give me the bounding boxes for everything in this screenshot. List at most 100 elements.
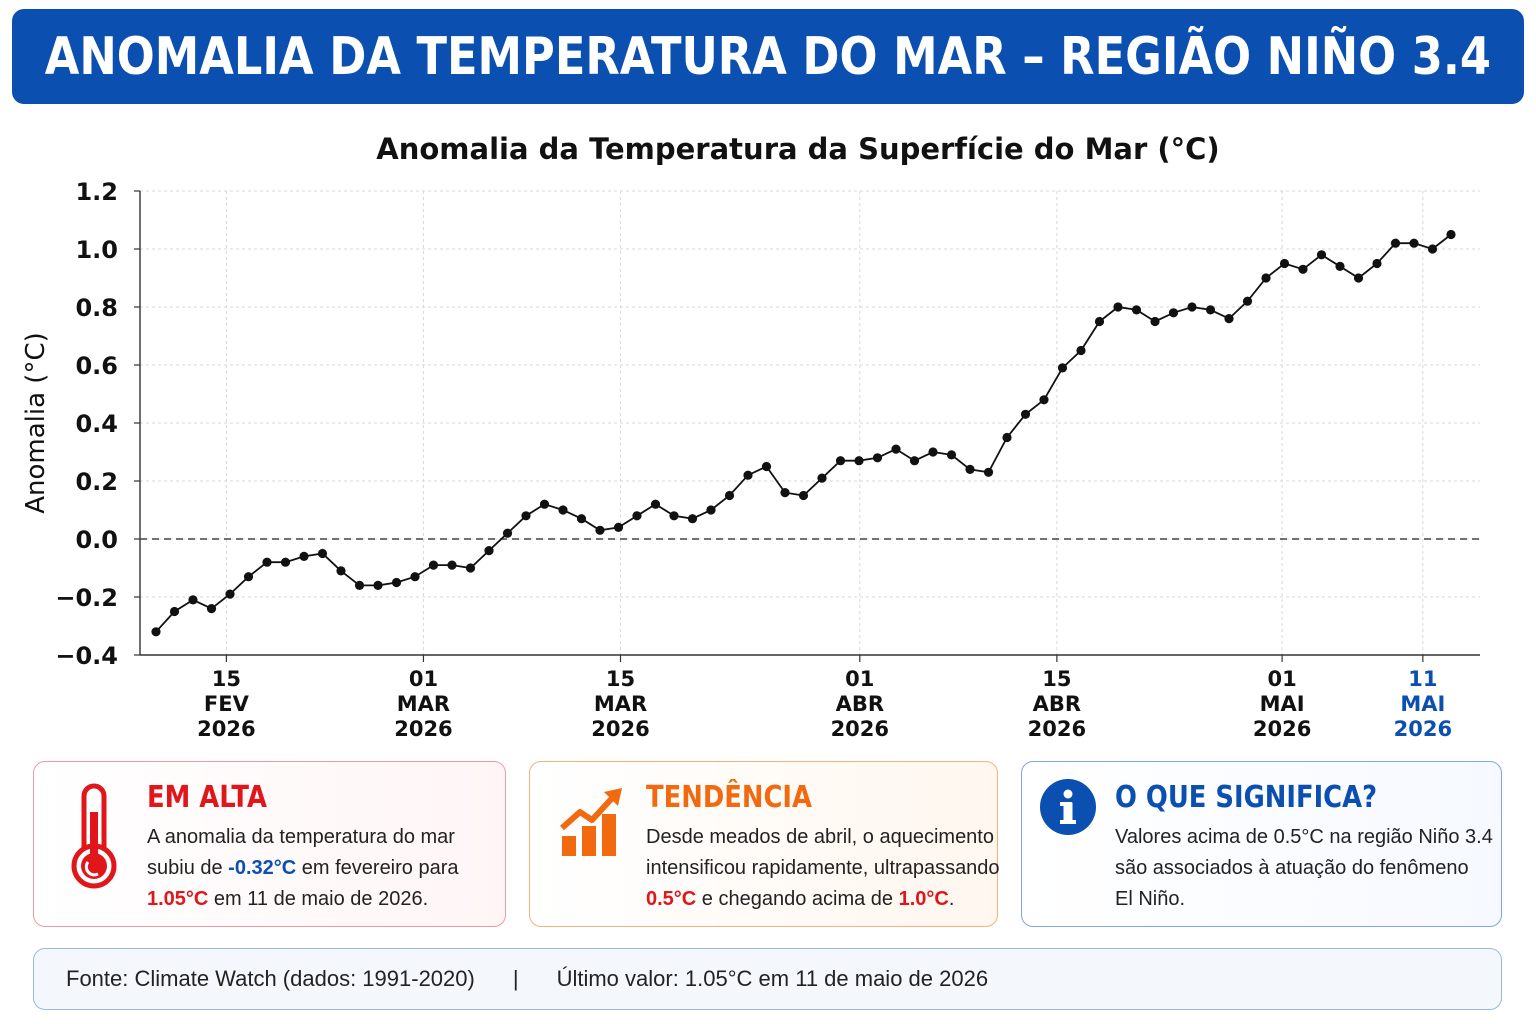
data-point	[669, 511, 679, 521]
card-em-alta-text: A anomalia da temperatura do mar subiu d…	[147, 826, 459, 910]
page-title: ANOMALIA DA TEMPERATURA DO MAR – REGIÃO …	[44, 26, 1492, 87]
data-point	[798, 490, 809, 501]
x-tick-label-day: 01	[845, 667, 874, 691]
data-point	[1298, 264, 1308, 274]
data-point	[1446, 229, 1456, 240]
data-point	[1057, 363, 1068, 373]
x-tick-label-year: 2026	[1394, 717, 1452, 741]
y-tick-label: 0.0	[75, 526, 118, 554]
data-point	[780, 488, 790, 498]
data-point	[317, 548, 328, 559]
x-tick-label-day: 15	[212, 667, 241, 691]
x-tick-label-day: 01	[409, 667, 438, 691]
card-o-que-significa: O QUE SIGNIFICA? Valores acima de 0.5°C …	[1021, 761, 1502, 927]
data-point	[946, 450, 957, 460]
data-point	[706, 505, 716, 515]
x-tick-label-month: MAI	[1400, 692, 1445, 716]
data-point	[1316, 250, 1327, 260]
data-point	[188, 595, 198, 605]
data-point	[225, 589, 235, 599]
x-tick-label-month: ABR	[836, 692, 884, 716]
x-tick-label-day: 15	[1042, 667, 1071, 691]
x-tick-label-month: ABR	[1033, 692, 1081, 716]
x-tick-label-day: 11	[1408, 667, 1437, 691]
data-point	[539, 499, 550, 509]
card-em-alta-title: EM ALTA	[147, 780, 267, 815]
data-point	[761, 461, 772, 472]
x-tick-label-month: MAR	[594, 692, 647, 716]
data-point	[484, 546, 494, 556]
data-point	[354, 580, 365, 590]
data-point	[817, 473, 827, 483]
footer-source-bar: Fonte: Climate Watch (dados: 1991-2020) …	[33, 948, 1502, 1010]
data-point	[1372, 258, 1382, 269]
footer-separator: |	[512, 966, 519, 991]
y-tick-label: 0.4	[75, 410, 118, 438]
data-point	[299, 551, 309, 561]
x-tick-label-year: 2026	[197, 717, 255, 741]
data-point	[1242, 296, 1253, 306]
data-point	[854, 456, 864, 466]
data-point	[1353, 273, 1364, 283]
data-point	[613, 522, 624, 532]
data-point	[1094, 316, 1105, 327]
x-tick-label-month: MAR	[397, 692, 450, 716]
data-point	[1187, 302, 1197, 312]
data-point	[1205, 305, 1216, 315]
data-point	[1113, 302, 1123, 312]
data-point	[428, 560, 439, 570]
title-banner: ANOMALIA DA TEMPERATURA DO MAR – REGIÃO …	[12, 9, 1524, 104]
chart-title: Anomalia da Temperatura da Superfície do…	[376, 132, 1219, 166]
data-point	[521, 511, 531, 521]
data-point	[410, 572, 420, 582]
y-tick-label: 1.0	[75, 236, 118, 264]
footer-last-value: Último valor: 1.05°C em 11 de maio de 20…	[556, 966, 989, 991]
x-tick-label-month: FEV	[204, 692, 250, 716]
data-point	[1150, 316, 1160, 327]
data-point	[373, 580, 383, 590]
y-tick-label: 1.2	[75, 178, 118, 206]
x-tick-label-year: 2026	[394, 717, 452, 741]
footer-source: Fonte: Climate Watch (dados: 1991-2020)	[66, 966, 475, 991]
data-point	[965, 464, 975, 474]
data-point	[447, 560, 457, 570]
data-point	[502, 528, 513, 538]
data-point	[1224, 314, 1234, 324]
data-point	[687, 514, 698, 524]
data-point	[1131, 305, 1142, 315]
y-tick-label: −0.4	[55, 642, 118, 670]
data-point	[1279, 258, 1290, 269]
trend-up-chart-icon	[560, 788, 622, 856]
data-point	[1335, 261, 1345, 271]
data-point	[909, 456, 920, 466]
y-tick-label: −0.2	[55, 584, 118, 612]
data-point	[391, 577, 402, 588]
data-point	[262, 557, 272, 567]
data-point	[280, 557, 291, 567]
data-point	[206, 604, 217, 614]
y-tick-label: 0.6	[75, 352, 118, 380]
series-line	[155, 233, 1452, 633]
data-point	[1390, 238, 1401, 248]
data-point	[1039, 395, 1049, 405]
card-tendencia-title: TENDÊNCIA	[646, 780, 812, 815]
data-point	[595, 525, 605, 535]
y-tick-label: 0.8	[75, 294, 118, 322]
x-tick-label-day: 01	[1267, 667, 1296, 691]
data-point	[835, 456, 846, 466]
y-tick-label: 0.2	[75, 468, 118, 496]
data-point	[1168, 308, 1179, 318]
data-point	[243, 572, 254, 582]
data-point	[576, 514, 587, 524]
data-point	[1020, 409, 1031, 419]
data-point	[872, 453, 883, 463]
data-point	[151, 627, 161, 637]
data-point	[724, 490, 735, 501]
card-tendencia: TENDÊNCIA Desde meados de abril, o aquec…	[529, 761, 1000, 927]
card-info-title: O QUE SIGNIFICA?	[1115, 780, 1378, 815]
data-point	[743, 470, 753, 480]
data-point	[1409, 238, 1419, 248]
data-point	[558, 505, 568, 515]
data-point	[1427, 244, 1438, 254]
x-tick-label-year: 2026	[831, 717, 889, 741]
